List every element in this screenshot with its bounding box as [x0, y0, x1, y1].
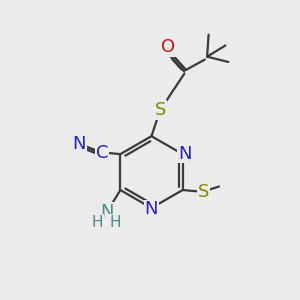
- Text: S: S: [198, 182, 209, 200]
- Text: N: N: [178, 145, 192, 163]
- Text: N: N: [100, 203, 113, 221]
- Text: N: N: [145, 200, 158, 218]
- Text: C: C: [96, 144, 108, 162]
- Text: S: S: [155, 101, 166, 119]
- Text: N: N: [72, 135, 86, 153]
- Text: H: H: [110, 215, 121, 230]
- Text: H: H: [92, 215, 103, 230]
- Text: O: O: [161, 38, 175, 56]
